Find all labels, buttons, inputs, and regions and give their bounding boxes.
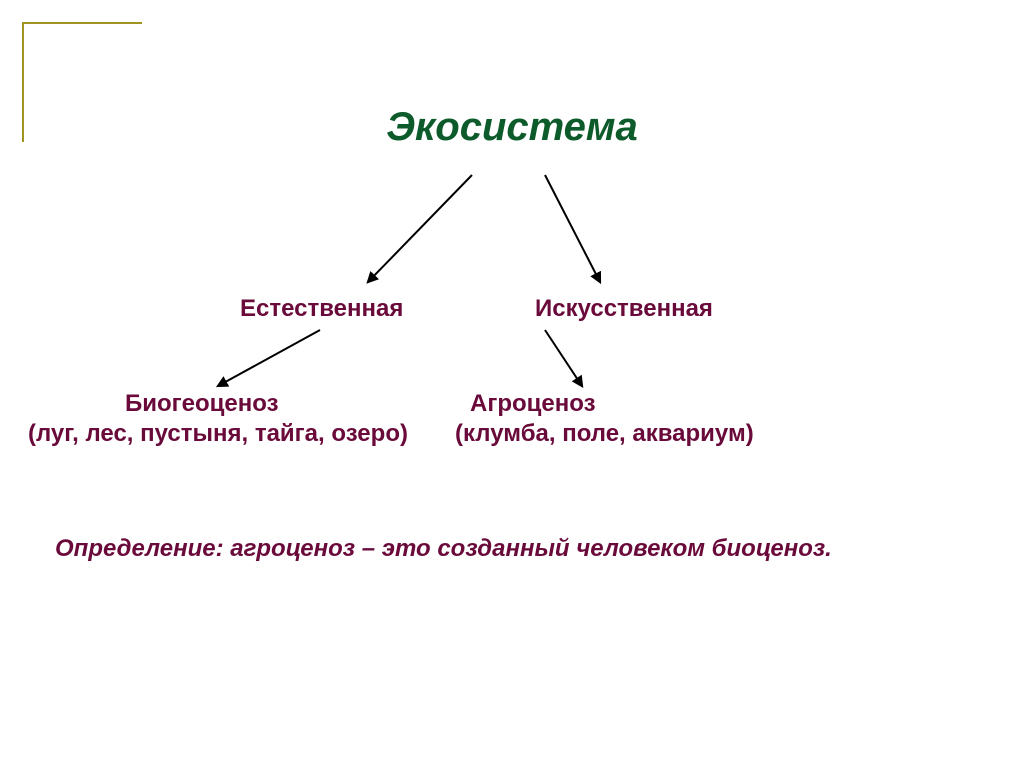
branch-artificial: Искусственная: [535, 295, 713, 323]
definition-text: Определение: агроценоз – это созданный ч…: [55, 535, 832, 563]
leaf-bio-title: Биогеоценоз: [125, 390, 279, 418]
branch-natural: Естественная: [240, 295, 403, 323]
arrow-bot-left: [218, 330, 320, 386]
leaf-agro-examples: (клумба, поле, аквариум): [455, 420, 754, 448]
arrow-top-right: [545, 175, 600, 282]
diagram-title: Экосистема: [0, 105, 1024, 150]
arrow-top-left: [368, 175, 472, 282]
leaf-bio-examples: (луг, лес, пустыня, тайга, озеро): [28, 420, 408, 448]
leaf-agro-title: Агроценоз: [470, 390, 596, 418]
arrow-bot-right: [545, 330, 582, 386]
